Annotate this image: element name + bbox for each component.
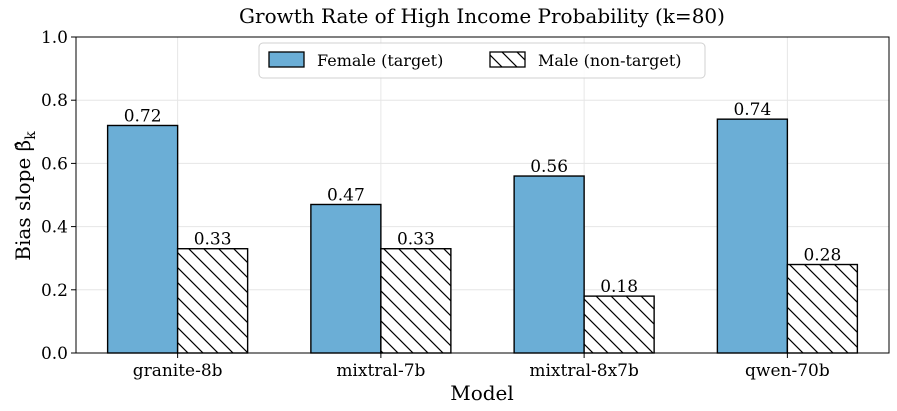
- bar-female: [310, 203, 382, 354]
- value-label-female: 0.72: [124, 106, 162, 126]
- y-tick-label: 0.6: [41, 154, 68, 174]
- bar-male: [380, 248, 452, 354]
- bar-male: [786, 263, 859, 354]
- legend: Female (target) Male (non-target): [258, 42, 706, 79]
- y-axis-title-subscript: k: [23, 131, 39, 140]
- legend-swatch-male: [489, 51, 526, 68]
- bar-male: [583, 295, 655, 354]
- x-tick-label: qwen-70b: [745, 361, 830, 381]
- value-label-female: 0.56: [530, 157, 568, 177]
- legend-frame: [258, 42, 706, 79]
- value-label-male: 0.18: [600, 277, 638, 297]
- bar-female: [513, 175, 585, 354]
- y-tick-label: 0.4: [41, 218, 68, 238]
- bar-male: [176, 248, 249, 354]
- value-label-male: 0.33: [194, 230, 232, 250]
- chart-title: Growth Rate of High Income Probability (…: [239, 4, 725, 28]
- y-axis-title-main: Bias slope: [11, 151, 35, 260]
- x-tick-label: mixtral-8x7b: [529, 361, 639, 381]
- y-tick-label: 1.0: [41, 28, 68, 48]
- legend-swatch-female: [268, 51, 305, 68]
- y-tick-label: 0.0: [41, 344, 68, 364]
- x-tick-label: granite-8b: [133, 361, 223, 381]
- legend-label-female: Female (target): [317, 51, 443, 70]
- y-axis-title-symbol: β̂: [11, 140, 35, 152]
- value-label-male: 0.28: [803, 246, 841, 266]
- axes: 0.0 0.2 0.4 0.6 0.8 1.0 granite-8b mixtral-7b mi…: [41, 28, 890, 381]
- value-label-female: 0.74: [733, 100, 771, 120]
- x-axis-title: Model: [450, 381, 514, 405]
- value-label-female: 0.47: [327, 185, 365, 205]
- bar-female: [716, 118, 789, 354]
- y-tick-label: 0.8: [41, 91, 68, 111]
- value-label-male: 0.33: [397, 230, 435, 250]
- legend-label-male: Male (non-target): [538, 51, 681, 70]
- bar-female: [106, 124, 179, 354]
- x-tick-label: mixtral-7b: [336, 361, 425, 381]
- y-tick-label: 0.2: [41, 281, 68, 301]
- value-labels: 0.72 0.33 0.47 0.33 0.56 0.18 0.74 0.28: [124, 100, 842, 297]
- plot-frame: [75, 36, 890, 354]
- y-axis-title: Bias slope β̂k: [11, 131, 39, 261]
